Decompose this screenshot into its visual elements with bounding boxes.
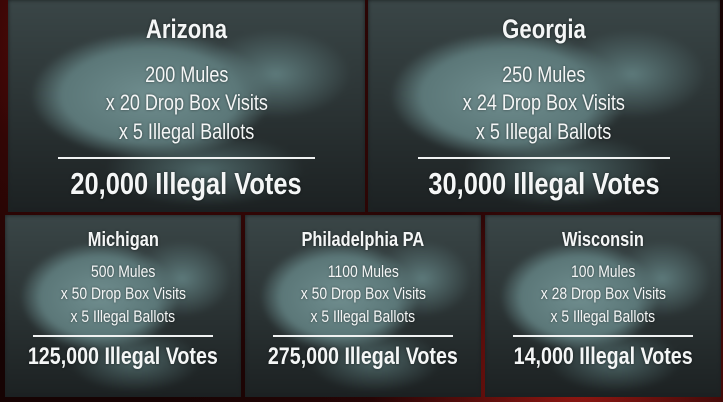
mules-count: 200 Mules (144, 62, 229, 87)
us-map-background (485, 215, 721, 397)
drop-box-visits: x 24 Drop Box Visits (462, 90, 626, 115)
illegal-ballots: x 5 Illegal Ballots (70, 307, 176, 326)
us-map-background (245, 215, 481, 397)
panel-title: Wisconsin (562, 229, 644, 251)
mules-count: 500 Mules (90, 262, 156, 281)
panel-arizona: Arizona 200 Mules x 20 Drop Box Visits x… (8, 0, 365, 212)
panel-title: Philadelphia PA (301, 229, 425, 251)
panel-philadelphia-pa: Philadelphia PA 1100 Mules x 50 Drop Box… (245, 215, 481, 397)
panel-georgia: Georgia 250 Mules x 24 Drop Box Visits x… (368, 0, 720, 212)
total-votes: 125,000 Illegal Votes (27, 343, 218, 370)
divider (418, 157, 670, 159)
divider (58, 157, 315, 159)
panel-michigan: Michigan 500 Mules x 50 Drop Box Visits … (5, 215, 241, 397)
total-votes: 20,000 Illegal Votes (70, 166, 303, 201)
us-map-background (5, 215, 241, 397)
drop-box-visits: x 20 Drop Box Visits (105, 90, 268, 115)
drop-box-visits: x 50 Drop Box Visits (300, 284, 426, 303)
divider (33, 335, 213, 337)
illegal-ballots: x 5 Illegal Ballots (118, 119, 255, 144)
mules-count: 250 Mules (502, 62, 586, 87)
total-votes: 30,000 Illegal Votes (428, 166, 660, 201)
us-map-background (8, 0, 365, 212)
total-votes: 14,000 Illegal Votes (513, 343, 693, 370)
drop-box-visits: x 50 Drop Box Visits (60, 284, 186, 303)
illegal-ballots: x 5 Illegal Ballots (550, 307, 656, 326)
divider (513, 335, 693, 337)
panel-title: Georgia (502, 14, 586, 44)
panel-wisconsin: Wisconsin 100 Mules x 28 Drop Box Visits… (485, 215, 721, 397)
illegal-ballots: x 5 Illegal Ballots (310, 307, 416, 326)
panel-title: Arizona (145, 14, 228, 44)
total-votes: 275,000 Illegal Votes (267, 343, 458, 370)
mules-count: 1100 Mules (327, 262, 399, 281)
divider (273, 335, 453, 337)
us-map-background (368, 0, 720, 212)
illegal-ballots: x 5 Illegal Ballots (476, 119, 612, 144)
drop-box-visits: x 28 Drop Box Visits (540, 284, 666, 303)
panel-title: Michigan (87, 229, 159, 251)
mules-count: 100 Mules (570, 262, 636, 281)
